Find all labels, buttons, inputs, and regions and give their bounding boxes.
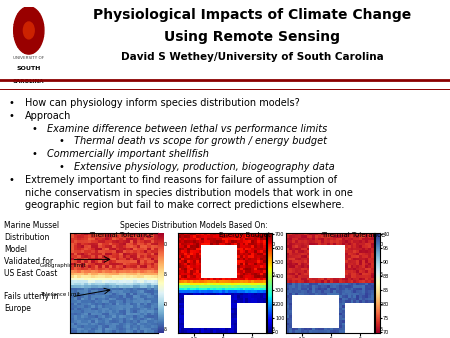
Wedge shape: [14, 14, 29, 30]
Text: How can physiology inform species distribution models?: How can physiology inform species distri…: [25, 98, 300, 108]
Text: UNIVERSITY OF: UNIVERSITY OF: [13, 56, 45, 60]
Text: niche conservatism in species distribution models that work in one: niche conservatism in species distributi…: [25, 188, 353, 198]
Text: •: •: [58, 162, 64, 172]
Text: Commercially important shellfish: Commercially important shellfish: [47, 149, 209, 159]
Wedge shape: [29, 30, 40, 53]
Text: Examine difference between lethal vs performance limits: Examine difference between lethal vs per…: [47, 124, 328, 134]
Wedge shape: [29, 7, 40, 30]
Text: Extremely important to find reasons for failure of assumption of: Extremely important to find reasons for …: [25, 175, 337, 185]
Text: Tolerance limit: Tolerance limit: [40, 292, 81, 296]
Wedge shape: [14, 30, 29, 47]
Text: Species Distribution Models Based On:: Species Distribution Models Based On:: [120, 221, 267, 231]
Wedge shape: [29, 14, 43, 30]
Wedge shape: [29, 30, 43, 47]
Text: •: •: [32, 124, 37, 134]
Text: Marine Mussel
Distribution
Model
Validated for
US East Coast

Fails utterly in
E: Marine Mussel Distribution Model Validat…: [4, 221, 59, 313]
Wedge shape: [14, 24, 29, 37]
Text: geographic region but fail to make correct predictions elsewhere.: geographic region but fail to make corre…: [25, 200, 344, 211]
Text: David S Wethey/University of South Carolina: David S Wethey/University of South Carol…: [121, 52, 383, 63]
Circle shape: [23, 22, 34, 39]
Text: Thermal death vs scope for growth / energy budget: Thermal death vs scope for growth / ener…: [74, 137, 327, 146]
Text: •: •: [9, 175, 15, 185]
Wedge shape: [25, 7, 33, 30]
Text: Geographic limit: Geographic limit: [40, 263, 86, 268]
Text: Extensive physiology, production, biogeography data: Extensive physiology, production, biogeo…: [74, 162, 335, 172]
Wedge shape: [18, 30, 29, 53]
Text: SOUTH: SOUTH: [17, 66, 41, 71]
Wedge shape: [29, 24, 44, 37]
Text: •: •: [9, 98, 15, 108]
Text: Energy Budget: Energy Budget: [220, 232, 271, 238]
Text: CAROLINA: CAROLINA: [13, 79, 45, 83]
Text: Thermal Tolerance: Thermal Tolerance: [90, 232, 153, 238]
Text: •: •: [58, 137, 64, 146]
Text: •: •: [32, 149, 37, 159]
Text: Physiological Impacts of Climate Change: Physiological Impacts of Climate Change: [93, 8, 411, 22]
Wedge shape: [18, 7, 29, 30]
Text: Approach: Approach: [25, 111, 71, 121]
Text: •: •: [9, 111, 15, 121]
Text: Thermal Tolerance: Thermal Tolerance: [321, 232, 385, 238]
Wedge shape: [25, 30, 33, 54]
Text: Using Remote Sensing: Using Remote Sensing: [164, 30, 340, 44]
